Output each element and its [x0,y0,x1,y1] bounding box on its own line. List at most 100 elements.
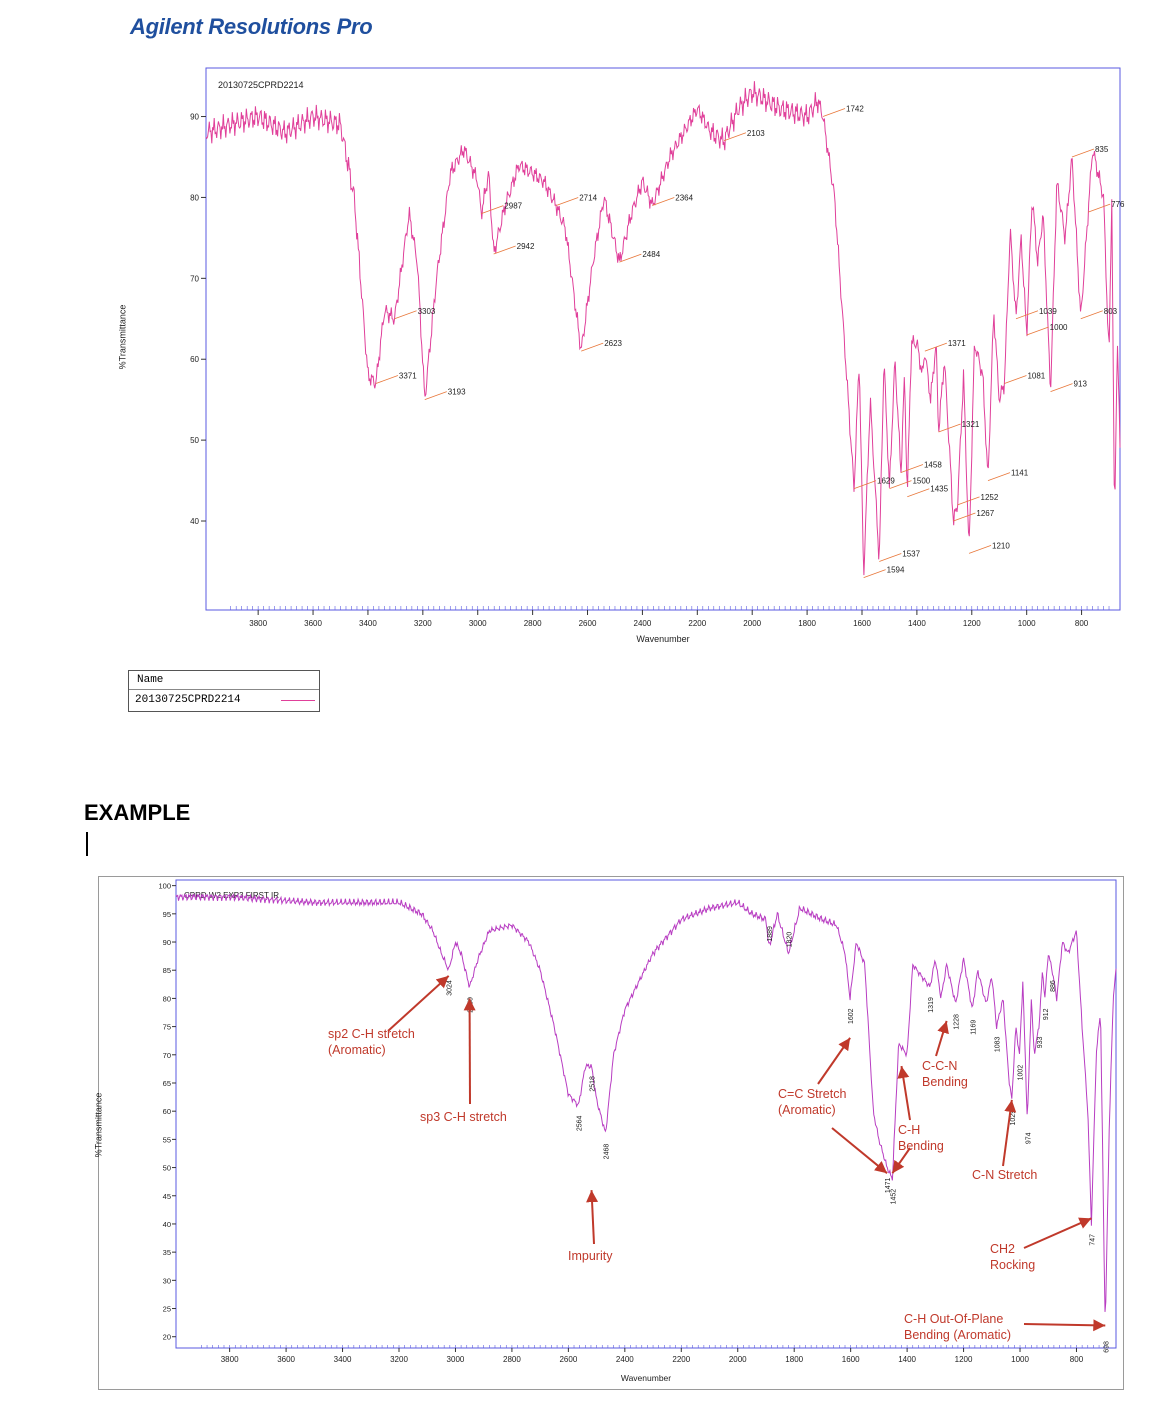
peak-label: 1602 [848,1008,855,1024]
peak-label: 912 [1043,1008,1050,1020]
y-tick-label: 45 [163,1192,171,1201]
peak-leader-line [1015,310,1039,320]
x-tick-label: 3200 [414,619,432,628]
peak-leader-line [652,197,675,206]
y-tick-label: 55 [163,1135,171,1144]
x-tick-label: 1600 [853,619,871,628]
callout-arrow [897,1065,911,1121]
peak-label: 2942 [517,242,535,251]
peak-label: 1039 [1039,307,1057,316]
x-tick-label: 2600 [559,1355,577,1364]
y-tick-label: 80 [190,193,199,202]
peak-leader-line [619,253,642,263]
peak-leader-line [953,512,976,522]
peak-label: 974 [1025,1132,1032,1144]
x-tick-label: 3400 [359,619,377,628]
x-tick-label: 1600 [842,1355,860,1364]
peak-leader-line [822,108,846,117]
y-tick-label: 80 [163,994,171,1003]
callout-arrow [935,1020,949,1057]
peak-leader-line [556,197,579,206]
x-tick-label: 2400 [634,619,652,628]
peak-label: 776 [1111,200,1125,209]
y-tick-label: 50 [163,1164,171,1173]
y-tick-label: 90 [190,113,199,122]
callout-label: C-H Out-Of-Plane Bending (Aromatic) [904,1312,1011,1342]
x-tick-label: 1800 [798,619,816,628]
callout-arrow [387,975,450,1032]
y-tick-label: 50 [190,436,199,445]
peak-label: 3371 [399,371,417,380]
peak-leader-line [1088,203,1111,213]
peak-label: 2987 [504,202,522,211]
peak-label: 698 [1103,1341,1110,1353]
callout-arrow [1023,1319,1106,1332]
x-tick-label: 3600 [304,619,322,628]
peak-label: 3193 [448,388,466,397]
peak-label: 913 [1074,380,1088,389]
x-axis-label: Wavenumber [621,1373,671,1383]
callout-arrow [1002,1099,1017,1167]
peak-label: 1081 [1027,371,1045,380]
peak-leader-line [1071,148,1095,158]
peak-label: 2564 [577,1115,584,1131]
peak-leader-line [581,342,604,352]
callout-label: sp2 C-H stretch (Aromatic) [328,1027,415,1057]
peak-label: 2484 [642,250,660,259]
plot-frame [205,67,1121,611]
x-axis-label: Wavenumber [636,634,689,644]
peak-leader-line [723,132,747,142]
peak-label: 1458 [924,460,942,469]
callout-label-line: C-N Stretch [972,1168,1037,1182]
callout-label-line: CH2 [990,1242,1015,1256]
peak-label: 1820 [787,932,794,948]
peak-label: 1371 [948,339,966,348]
peak-label: 1083 [995,1037,1002,1053]
legend-box: Name 20130725CPRD2214 [128,670,320,712]
peak-label: 1500 [912,477,930,486]
peak-label: 1594 [887,566,905,575]
y-tick-label: 30 [163,1276,171,1285]
peak-label: 3024 [447,980,454,996]
peak-label: 2714 [579,194,597,203]
x-tick-label: 800 [1075,619,1089,628]
x-tick-label: 1400 [908,619,926,628]
x-tick-label: 3200 [390,1355,408,1364]
peak-label: 1889 [767,926,774,942]
peak-label: 2103 [747,129,765,138]
peak-leader-line [1050,383,1073,392]
x-tick-label: 2800 [503,1355,521,1364]
x-tick-label: 1200 [963,619,981,628]
y-tick-label: 95 [163,910,171,919]
text-cursor [86,832,88,856]
x-tick-label: 2200 [688,619,706,628]
x-tick-label: 3000 [469,619,487,628]
callout-arrow [586,1190,599,1245]
example-heading: EXAMPLE [84,800,191,825]
peak-label: 2468 [604,1144,611,1160]
peak-label: 1002 [1017,1065,1024,1081]
callout-arrow [1023,1217,1092,1249]
callout-label-line: Bending (Aromatic) [904,1328,1011,1342]
peak-label: 1742 [846,105,864,114]
callout-label: sp3 C-H stretch [420,1110,507,1124]
peak-label: 1029 [1010,1110,1017,1126]
callout-label-line: Rocking [990,1258,1035,1272]
peak-label: 1435 [930,485,948,494]
y-tick-label: 100 [158,882,171,891]
x-tick-label: 3400 [334,1355,352,1364]
y-tick-label: 85 [163,966,171,975]
x-tick-label: 1400 [898,1355,916,1364]
x-tick-label: 2400 [616,1355,634,1364]
peak-leader-line [889,480,912,490]
callout-arrow [817,1037,851,1085]
peak-leader-line [957,496,980,506]
x-tick-label: 1800 [785,1355,803,1364]
x-tick-label: 2600 [579,619,597,628]
peak-leader-line [968,544,992,554]
callout-label: C-H Bending [898,1123,944,1153]
peak-label: 1141 [1011,469,1029,478]
peak-leader-line [493,245,516,255]
callout-label-line: Impurity [568,1249,613,1263]
x-tick-label: 2000 [743,619,761,628]
